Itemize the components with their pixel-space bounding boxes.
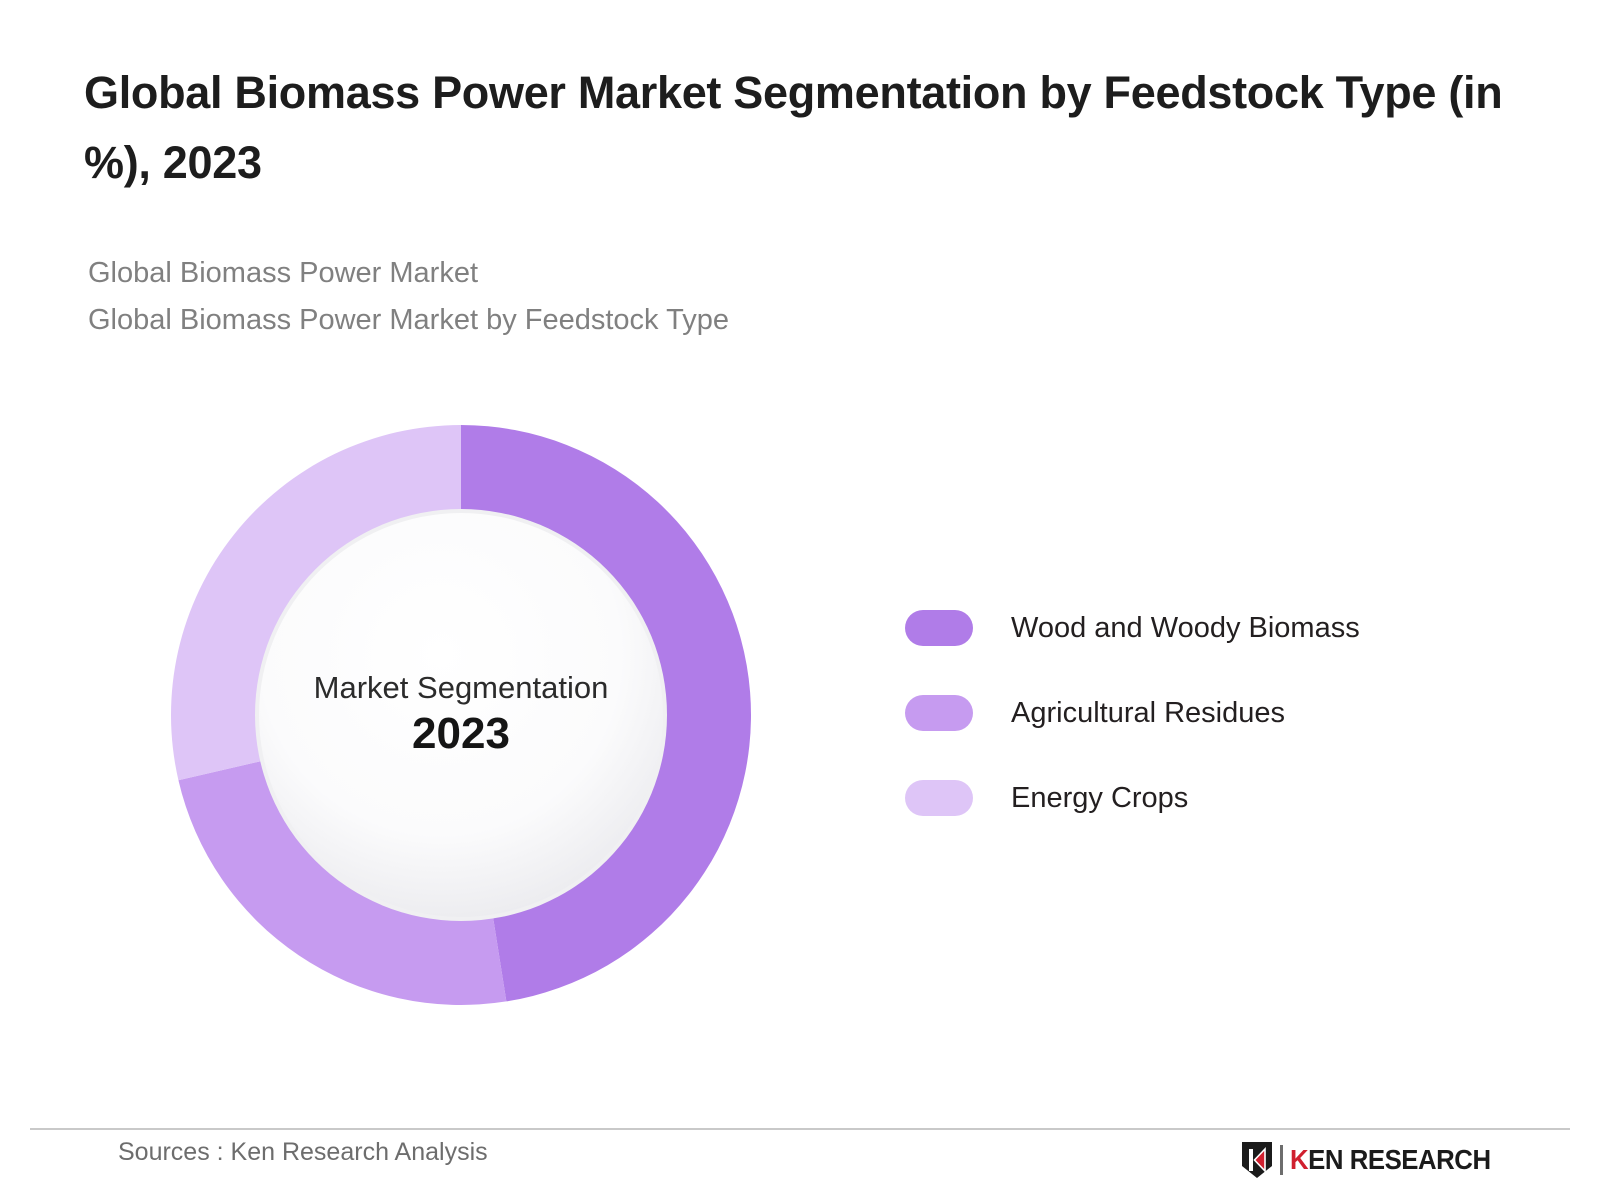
chart-area: Market Segmentation 2023 Wood and Woody … — [171, 425, 1360, 1005]
subtitle-block: Global Biomass Power Market Global Bioma… — [88, 250, 1288, 344]
logo-text-rest: EN RESEARCH — [1308, 1144, 1491, 1175]
footer-divider — [30, 1128, 1570, 1130]
ken-shield-icon — [1241, 1142, 1272, 1178]
chart-legend: Wood and Woody Biomass Agricultural Resi… — [905, 607, 1360, 819]
donut-chart: Market Segmentation 2023 — [171, 425, 751, 1005]
legend-item-wood-and-woody-biomass[interactable]: Wood and Woody Biomass — [905, 607, 1360, 649]
subtitle-line-2: Global Biomass Power Market by Feedstock… — [88, 303, 729, 336]
donut-slice-0[interactable] — [461, 425, 751, 1002]
page-title: Global Biomass Power Market Segmentation… — [84, 67, 1503, 188]
donut-slice-2[interactable] — [171, 425, 461, 781]
source-note: Sources : Ken Research Analysis — [118, 1138, 488, 1166]
donut-hole — [259, 513, 663, 917]
subtitle-line-1: Global Biomass Power Market — [88, 257, 479, 289]
legend-swatch-icon-2 — [905, 780, 973, 816]
legend-swatch-icon-1 — [905, 695, 973, 731]
legend-label-1: Agricultural Residues — [1011, 696, 1286, 729]
donut-svg — [171, 425, 751, 1005]
logo-text-accent: K — [1289, 1144, 1309, 1175]
logo-divider — [1279, 1145, 1283, 1175]
ken-research-logo: KEN RESEARCH — [1240, 1140, 1508, 1180]
legend-item-agricultural-residues[interactable]: Agricultural Residues — [905, 692, 1360, 734]
legend-item-energy-crops[interactable]: Energy Crops — [905, 777, 1360, 819]
legend-swatch-icon-0 — [905, 610, 973, 646]
legend-label-0: Wood and Woody Biomass — [1011, 611, 1360, 644]
legend-label-2: Energy Crops — [1011, 781, 1189, 814]
logo-text: KEN RESEARCH — [1290, 1144, 1491, 1176]
